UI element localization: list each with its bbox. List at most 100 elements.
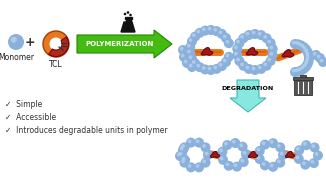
Circle shape [295, 41, 299, 45]
Text: DEGRADATION: DEGRADATION [222, 87, 274, 91]
Circle shape [11, 37, 17, 43]
Circle shape [234, 46, 238, 49]
Circle shape [214, 28, 217, 32]
Circle shape [189, 64, 192, 67]
Circle shape [180, 158, 189, 168]
Circle shape [196, 164, 200, 168]
Circle shape [311, 144, 315, 148]
Circle shape [239, 157, 249, 167]
Circle shape [230, 138, 240, 148]
Circle shape [195, 28, 205, 38]
Polygon shape [121, 22, 135, 32]
Circle shape [304, 53, 314, 63]
Circle shape [186, 162, 196, 172]
Circle shape [294, 154, 304, 164]
Polygon shape [246, 48, 258, 55]
Circle shape [180, 155, 190, 165]
Polygon shape [77, 30, 172, 58]
Circle shape [305, 52, 309, 55]
Circle shape [317, 55, 320, 59]
Circle shape [192, 33, 196, 37]
Circle shape [301, 62, 311, 72]
Circle shape [234, 163, 237, 167]
Circle shape [269, 46, 273, 49]
Bar [294, 80, 312, 95]
Circle shape [313, 150, 323, 160]
Circle shape [181, 159, 185, 163]
Circle shape [180, 147, 184, 150]
Circle shape [208, 27, 212, 30]
Circle shape [250, 65, 260, 75]
Circle shape [182, 58, 192, 68]
Circle shape [221, 57, 231, 67]
Circle shape [196, 64, 200, 68]
Circle shape [304, 49, 308, 52]
Circle shape [177, 153, 181, 156]
Circle shape [214, 66, 217, 69]
Circle shape [241, 149, 251, 159]
Circle shape [299, 42, 309, 52]
Bar [293, 77, 313, 80]
Circle shape [295, 156, 299, 160]
Circle shape [304, 56, 314, 66]
Circle shape [261, 33, 272, 43]
Text: POLYMERIZATION: POLYMERIZATION [85, 41, 154, 47]
Circle shape [301, 140, 311, 150]
Circle shape [226, 40, 229, 44]
Circle shape [190, 32, 200, 42]
Circle shape [296, 40, 306, 50]
Circle shape [311, 160, 314, 164]
Text: +: + [25, 36, 35, 50]
Circle shape [189, 38, 192, 42]
Circle shape [301, 66, 304, 69]
Circle shape [187, 50, 191, 53]
Circle shape [190, 58, 200, 68]
Circle shape [270, 140, 274, 144]
Circle shape [218, 31, 222, 34]
Circle shape [179, 152, 183, 156]
Circle shape [124, 13, 126, 15]
Circle shape [268, 162, 278, 172]
Circle shape [196, 139, 200, 143]
Circle shape [127, 11, 129, 14]
Text: ✓  Simple: ✓ Simple [5, 100, 42, 109]
Circle shape [275, 142, 285, 152]
Circle shape [218, 155, 228, 165]
Circle shape [268, 138, 278, 148]
Circle shape [212, 26, 222, 36]
Circle shape [266, 56, 275, 66]
Circle shape [303, 46, 306, 50]
Circle shape [236, 58, 240, 61]
Circle shape [257, 156, 260, 160]
Circle shape [217, 29, 227, 39]
Circle shape [309, 158, 319, 168]
Circle shape [302, 161, 306, 165]
Circle shape [293, 67, 303, 77]
Circle shape [186, 138, 196, 148]
Circle shape [187, 53, 197, 64]
Circle shape [200, 26, 210, 36]
Circle shape [305, 58, 309, 62]
Circle shape [8, 34, 24, 50]
Circle shape [296, 66, 306, 76]
Circle shape [182, 157, 185, 160]
Circle shape [50, 37, 63, 50]
Circle shape [304, 50, 314, 60]
Circle shape [269, 52, 273, 56]
Circle shape [218, 63, 222, 67]
Polygon shape [49, 37, 68, 57]
Circle shape [245, 32, 249, 36]
Circle shape [180, 47, 184, 50]
Circle shape [200, 158, 211, 168]
Circle shape [280, 152, 284, 156]
Circle shape [278, 150, 288, 160]
Circle shape [238, 142, 248, 152]
Circle shape [203, 150, 213, 160]
Circle shape [240, 35, 244, 39]
Circle shape [202, 159, 206, 163]
Polygon shape [282, 50, 294, 57]
Circle shape [257, 148, 260, 151]
Circle shape [266, 38, 275, 48]
Circle shape [185, 48, 195, 58]
Circle shape [267, 58, 271, 61]
